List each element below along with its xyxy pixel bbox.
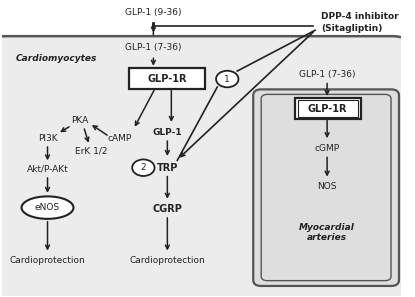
Text: PI3K: PI3K — [38, 134, 57, 143]
Text: (Sitagliptin): (Sitagliptin) — [321, 24, 383, 33]
FancyBboxPatch shape — [129, 68, 205, 89]
Text: Cardioprotection: Cardioprotection — [129, 256, 205, 265]
Text: CGRP: CGRP — [152, 204, 182, 214]
Text: 2: 2 — [141, 163, 146, 172]
Text: NOS: NOS — [317, 182, 337, 192]
Text: Cardiomyocytes: Cardiomyocytes — [15, 54, 97, 63]
Text: GLP-1R: GLP-1R — [308, 104, 347, 113]
Text: eNOS: eNOS — [35, 203, 60, 212]
Text: GLP-1 (7-36): GLP-1 (7-36) — [299, 70, 355, 79]
Text: Akt/P-AKt: Akt/P-AKt — [27, 165, 68, 174]
Text: cGMP: cGMP — [315, 144, 339, 153]
Text: GLP-1R: GLP-1R — [148, 74, 187, 84]
Text: cAMP: cAMP — [107, 134, 132, 143]
Circle shape — [216, 71, 239, 87]
Text: 1: 1 — [225, 75, 230, 83]
Text: PKA: PKA — [71, 116, 88, 125]
Text: Cardioprotection: Cardioprotection — [10, 256, 85, 265]
Text: GLP-1 (7-36): GLP-1 (7-36) — [125, 43, 182, 53]
Circle shape — [132, 159, 154, 176]
FancyBboxPatch shape — [253, 89, 399, 286]
Text: Myocardial
arteries: Myocardial arteries — [299, 223, 355, 242]
Ellipse shape — [22, 196, 73, 219]
FancyBboxPatch shape — [295, 98, 361, 119]
Text: GLP-1 (9-36): GLP-1 (9-36) — [125, 8, 182, 17]
Text: ErK 1/2: ErK 1/2 — [75, 147, 108, 156]
Text: TRP: TRP — [156, 163, 178, 173]
Text: DPP-4 inhibitor: DPP-4 inhibitor — [321, 12, 399, 21]
Text: GLP-1: GLP-1 — [153, 128, 182, 137]
FancyBboxPatch shape — [0, 36, 409, 297]
